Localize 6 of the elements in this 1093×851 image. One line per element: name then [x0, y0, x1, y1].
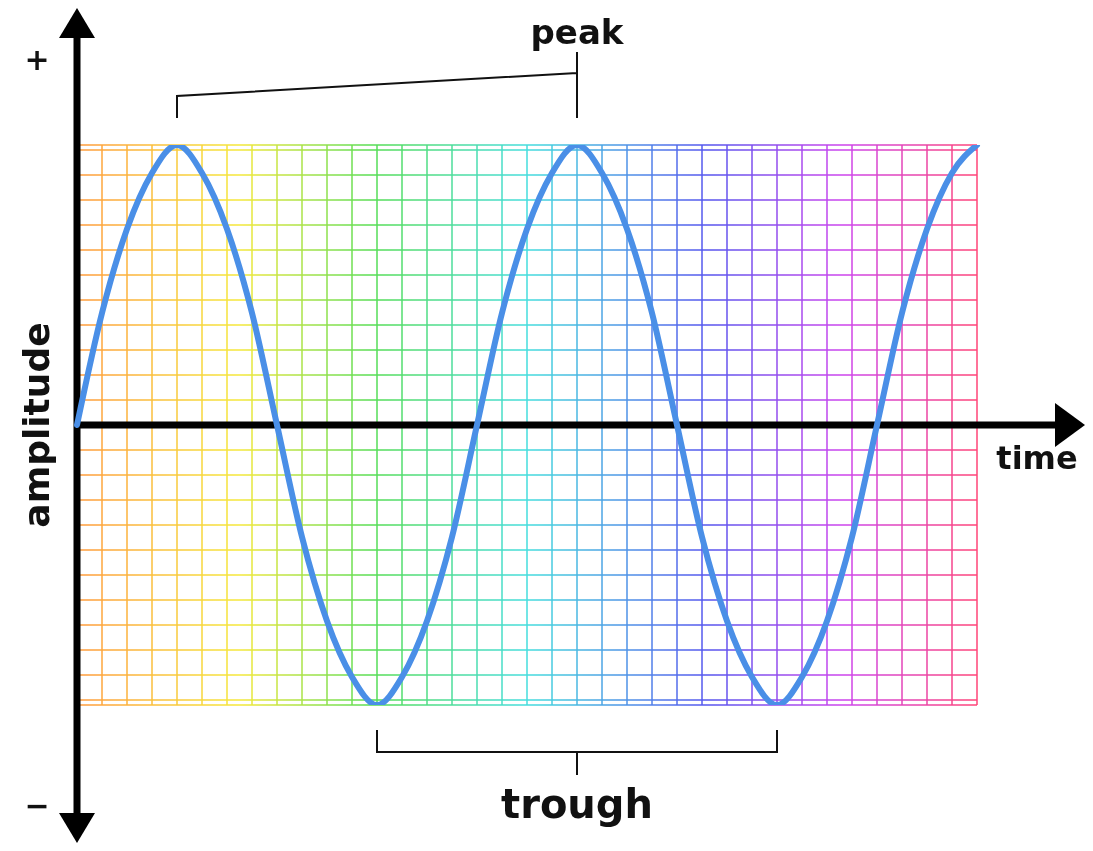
x-axis-title: time [996, 439, 1078, 477]
text: + [24, 42, 50, 77]
text: trough [501, 781, 653, 827]
y-axis-title: amplitude [16, 322, 57, 528]
text: peak [530, 12, 625, 52]
text: − [24, 788, 50, 823]
